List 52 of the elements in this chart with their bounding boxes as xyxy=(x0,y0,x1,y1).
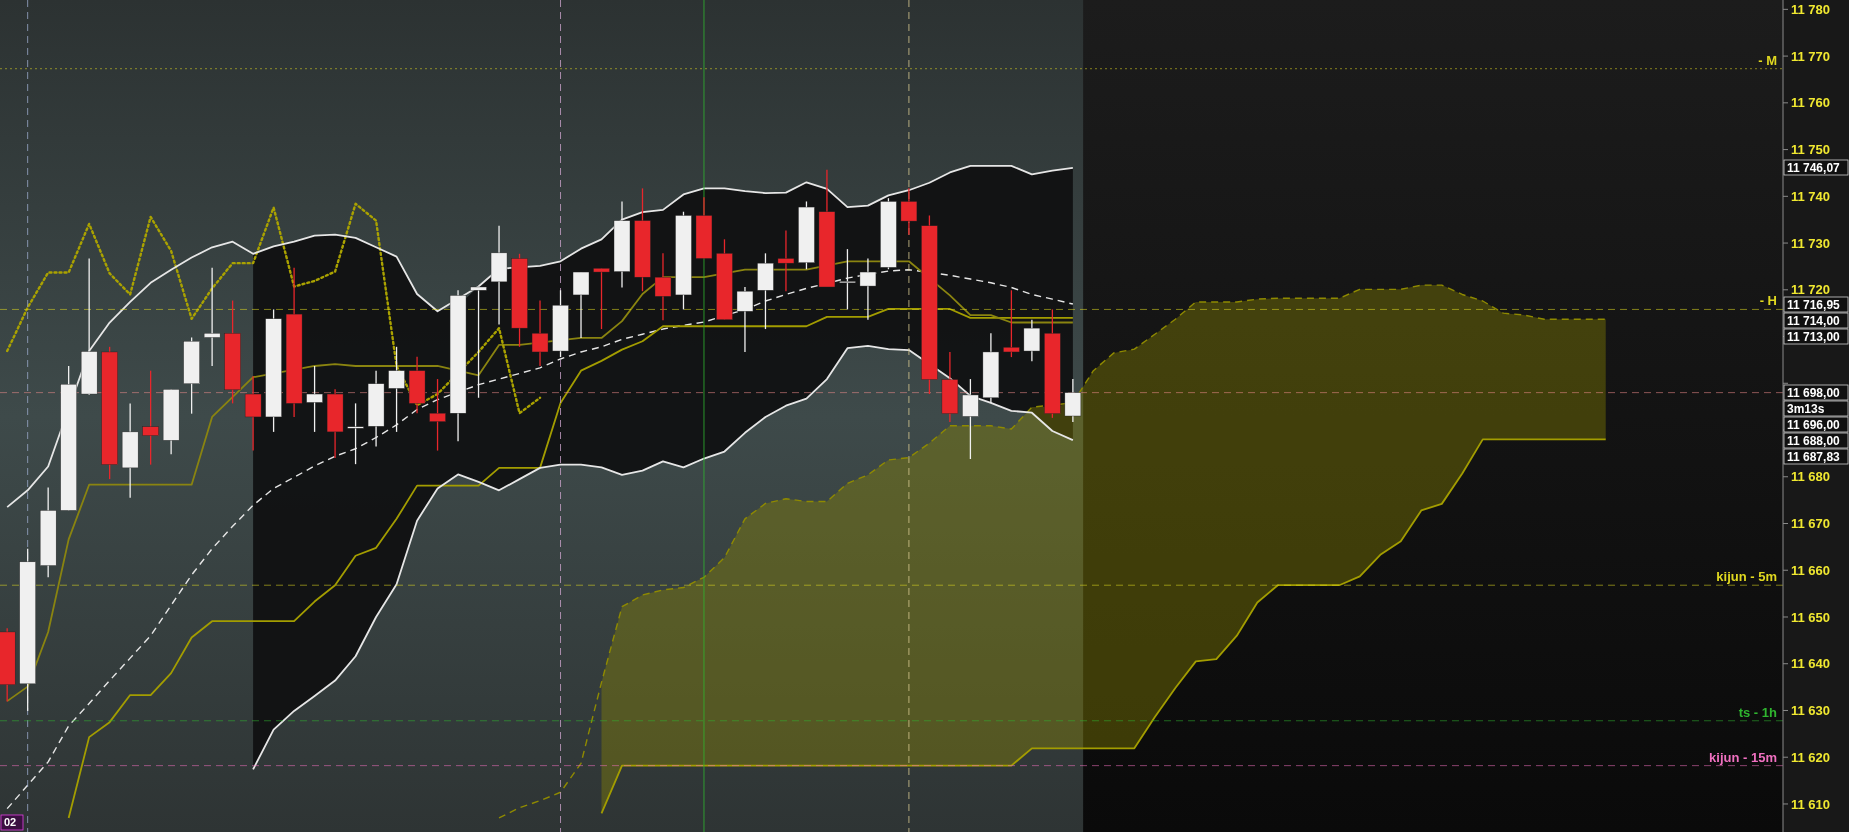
candlestick xyxy=(203,267,221,367)
text: 11 746,07 xyxy=(1787,161,1841,176)
candlestick xyxy=(1003,289,1020,358)
y-tick-label: 11 680 xyxy=(1791,469,1831,485)
candlestick xyxy=(429,378,446,452)
ref-line-label: kijun - 5m xyxy=(1716,569,1777,585)
y-tick-label: 11 660 xyxy=(1791,562,1831,578)
text: 11 696,00 xyxy=(1787,418,1841,433)
candlestick xyxy=(244,375,262,452)
y-tick-label: 11 730 xyxy=(1791,235,1831,251)
annotation: 02 xyxy=(4,816,17,829)
line-series xyxy=(600,438,1607,815)
candlestick xyxy=(1023,319,1041,362)
ref-line-label: ts - 1h xyxy=(1738,704,1778,720)
y-tick-label: 11 720 xyxy=(1791,282,1831,298)
candlestick xyxy=(572,271,590,339)
candlestick xyxy=(306,365,323,433)
text: 11 698,00 xyxy=(1787,386,1841,401)
candlestick xyxy=(531,299,549,367)
candlestick xyxy=(470,286,487,399)
y-tick-label: 11 740 xyxy=(1791,188,1831,204)
y-tick-label: 11 750 xyxy=(1791,142,1831,158)
candlestick xyxy=(593,267,610,330)
y-tick-label: 11 670 xyxy=(1791,516,1831,532)
candlestick xyxy=(900,187,918,236)
candlestick xyxy=(347,402,364,465)
text: 11 716,95 xyxy=(1787,298,1841,313)
ref-line-label: - H xyxy=(1759,293,1777,309)
ref-line-label: kijun - 15m xyxy=(1709,749,1777,765)
y-tick-label: 11 620 xyxy=(1791,749,1831,765)
candlestick xyxy=(777,229,795,292)
y-tick-label: 11 640 xyxy=(1791,656,1831,672)
candlestick xyxy=(962,378,979,460)
candlestick xyxy=(736,286,754,353)
line-series xyxy=(5,202,542,415)
text: 11 688,00 xyxy=(1787,434,1841,449)
ref-line-label: - M xyxy=(1758,52,1777,68)
text: 3m13s xyxy=(1787,402,1825,417)
y-tick-label: 11 780 xyxy=(1791,1,1831,17)
text: 11 687,83 xyxy=(1787,450,1841,465)
y-tick-label: 11 650 xyxy=(1791,609,1831,625)
y-tick-label: 11 770 xyxy=(1791,48,1831,64)
candlestick xyxy=(142,370,159,466)
candlestick xyxy=(388,346,405,433)
candlestick xyxy=(654,252,672,321)
text: 11 714,00 xyxy=(1787,314,1841,329)
line-series xyxy=(6,165,1074,509)
y-tick-label: 11 760 xyxy=(1791,95,1831,111)
text: 11 713,00 xyxy=(1787,330,1841,345)
y-tick-label: 11 610 xyxy=(1791,796,1831,812)
candlestick xyxy=(1064,378,1082,423)
y-tick-label: 11 630 xyxy=(1791,703,1831,719)
